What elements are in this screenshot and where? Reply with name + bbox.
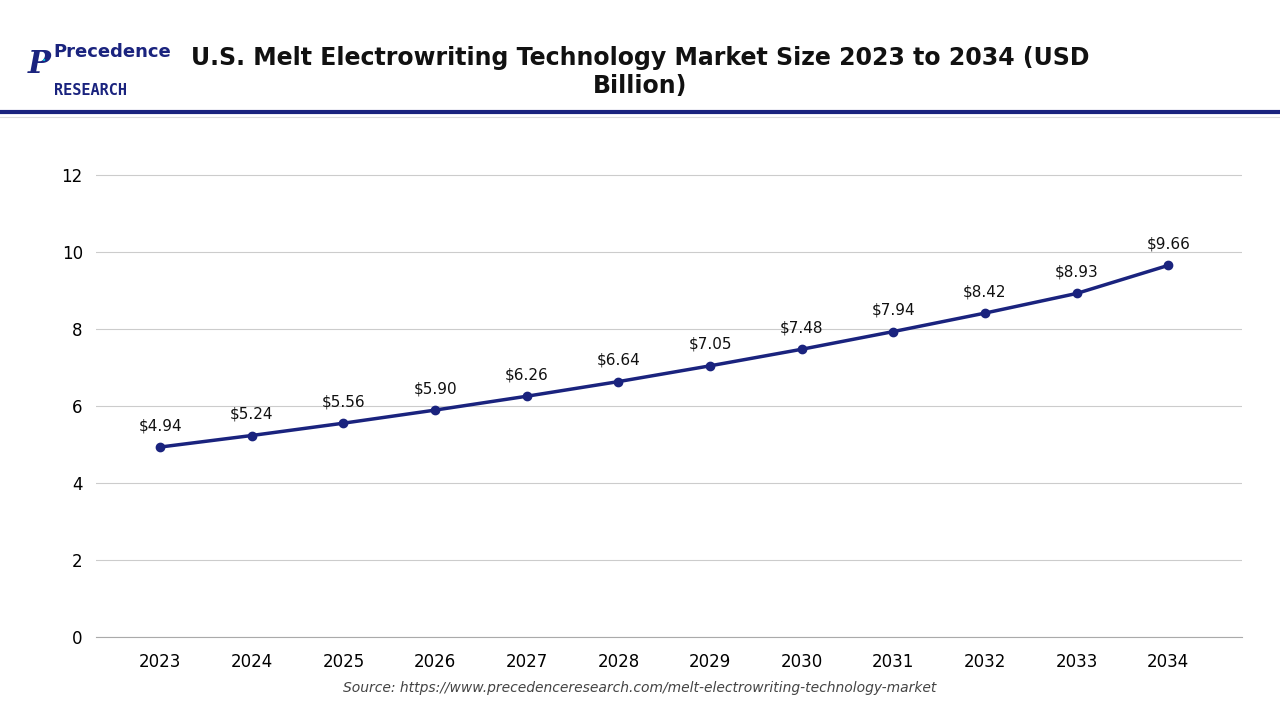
Text: $8.93: $8.93 <box>1055 264 1098 279</box>
Text: $5.24: $5.24 <box>230 407 274 422</box>
Text: $8.42: $8.42 <box>964 284 1007 300</box>
Text: $6.26: $6.26 <box>504 367 549 382</box>
Text: $5.56: $5.56 <box>321 395 365 409</box>
Text: Source: https://www.precedenceresearch.com/melt-electrowriting-technology-market: Source: https://www.precedenceresearch.c… <box>343 680 937 695</box>
Text: $6.64: $6.64 <box>596 353 640 368</box>
Text: $4.94: $4.94 <box>138 418 182 433</box>
Text: ·: · <box>41 52 47 71</box>
Text: $7.48: $7.48 <box>780 320 823 336</box>
Text: $7.05: $7.05 <box>689 337 732 352</box>
Text: U.S. Melt Electrowriting Technology Market Size 2023 to 2034 (USD
Billion): U.S. Melt Electrowriting Technology Mark… <box>191 46 1089 98</box>
Text: $5.90: $5.90 <box>413 381 457 396</box>
Text: $7.94: $7.94 <box>872 302 915 318</box>
Text: RESEARCH: RESEARCH <box>54 83 127 98</box>
Text: Precedence: Precedence <box>54 43 172 61</box>
Text: $9.66: $9.66 <box>1147 236 1190 251</box>
Text: P: P <box>28 49 51 81</box>
